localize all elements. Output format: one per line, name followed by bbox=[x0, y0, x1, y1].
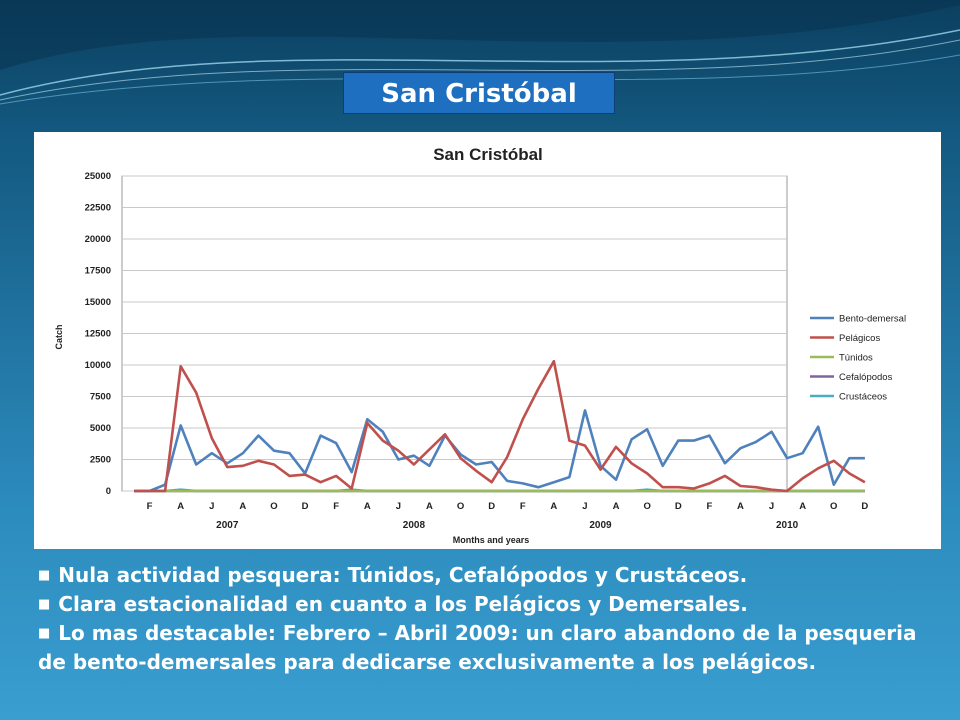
y-tick-label: 2500 bbox=[90, 455, 111, 466]
y-tick-label: 15000 bbox=[85, 297, 111, 308]
y-tick-label: 0 bbox=[106, 486, 111, 497]
bullet-text: Lo mas destacable: Febrero – Abril 2009:… bbox=[38, 621, 917, 674]
x-tick-label: D bbox=[861, 501, 868, 512]
x-tick-label: F bbox=[520, 501, 526, 512]
x-tick-label: A bbox=[550, 501, 557, 512]
legend-entry: Túnidos bbox=[839, 353, 873, 364]
x-axis-label: Months and years bbox=[453, 535, 530, 545]
x-tick-label: A bbox=[799, 501, 806, 512]
line-chart: San Cristóbal Catch Months and years 0 25… bbox=[54, 145, 906, 545]
x-year-label: 2007 bbox=[216, 520, 239, 531]
slide-title: San Cristóbal bbox=[343, 72, 615, 114]
x-tick-label: D bbox=[488, 501, 495, 512]
y-tick-label: 12500 bbox=[85, 329, 111, 340]
chart-panel: San Cristóbal Catch Months and years 0 25… bbox=[34, 132, 941, 549]
legend-entry: Cefalópodos bbox=[839, 372, 893, 383]
bullet-text: Nula actividad pesquera: Túnidos, Cefaló… bbox=[58, 563, 748, 587]
y-tick-label: 5000 bbox=[90, 423, 111, 434]
x-tick-label: F bbox=[333, 501, 339, 512]
x-tick-label: A bbox=[426, 501, 433, 512]
x-tick-label: D bbox=[675, 501, 682, 512]
bullet-square-icon: ■ bbox=[38, 626, 51, 641]
x-tick-label: J bbox=[396, 501, 401, 512]
x-tick-label: O bbox=[457, 501, 464, 512]
legend-entry: Crustáceos bbox=[839, 392, 887, 403]
bullet-item: ■ Clara estacionalidad en cuanto a los Pe… bbox=[38, 590, 948, 619]
x-tick-label: D bbox=[302, 501, 309, 512]
bullet-square-icon: ■ bbox=[38, 568, 51, 583]
x-tick-label: O bbox=[643, 501, 650, 512]
x-tick-label: F bbox=[147, 501, 153, 512]
chart-title: San Cristóbal bbox=[433, 145, 543, 164]
x-tick-label: F bbox=[706, 501, 712, 512]
x-tick-label: O bbox=[830, 501, 837, 512]
y-tick-label: 17500 bbox=[85, 266, 111, 277]
decorative-swoosh bbox=[0, 0, 960, 105]
bullet-item: ■ Lo mas destacable: Febrero – Abril 2009… bbox=[38, 619, 948, 677]
x-tick-label: J bbox=[769, 501, 774, 512]
y-tick-label: 7500 bbox=[90, 392, 111, 403]
y-tick-label: 10000 bbox=[85, 360, 111, 371]
series-line-bento-demersal bbox=[134, 409, 865, 493]
x-tick-label: A bbox=[177, 501, 184, 512]
y-axis-label: Catch bbox=[54, 324, 64, 349]
x-tick-label: J bbox=[582, 501, 587, 512]
series-line-pelágicos bbox=[134, 359, 866, 493]
bullet-text: Clara estacionalidad en cuanto a los Pel… bbox=[58, 592, 748, 616]
x-year-label: 2008 bbox=[403, 520, 426, 531]
y-tick-label: 20000 bbox=[85, 234, 111, 245]
x-tick-label: J bbox=[209, 501, 214, 512]
bullet-square-icon: ■ bbox=[38, 597, 51, 612]
bullet-item: ■ Nula actividad pesquera: Túnidos, Cefal… bbox=[38, 561, 948, 590]
legend-entry: Bento-demersal bbox=[839, 314, 906, 325]
x-year-label: 2009 bbox=[589, 520, 612, 531]
legend-entry: Pelágicos bbox=[839, 333, 880, 344]
x-tick-label: O bbox=[270, 501, 277, 512]
x-year-label: 2010 bbox=[776, 520, 799, 531]
x-tick-label: A bbox=[737, 501, 744, 512]
y-tick-label: 22500 bbox=[85, 203, 111, 214]
x-tick-label: A bbox=[364, 501, 371, 512]
x-tick-label: A bbox=[613, 501, 620, 512]
y-tick-label: 25000 bbox=[85, 171, 111, 182]
x-tick-label: A bbox=[239, 501, 246, 512]
bullet-list: ■ Nula actividad pesquera: Túnidos, Cefal… bbox=[38, 561, 948, 677]
